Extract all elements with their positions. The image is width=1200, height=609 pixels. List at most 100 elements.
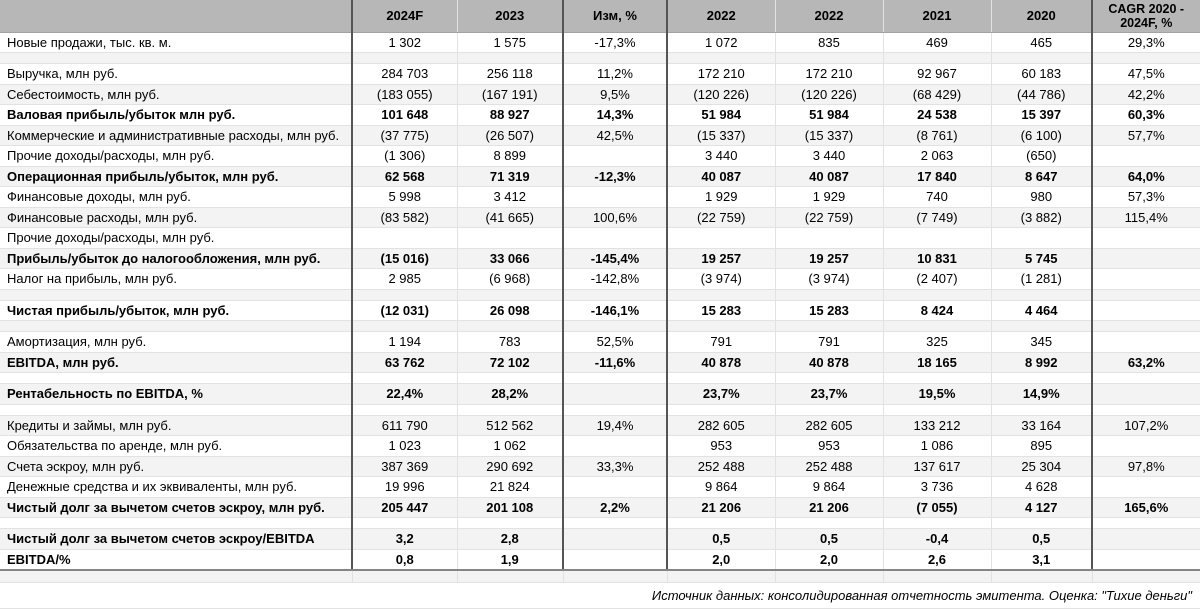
value-cell[interactable]: -12,3% xyxy=(563,166,668,187)
value-cell[interactable]: 29,3% xyxy=(1092,32,1200,53)
value-cell[interactable] xyxy=(991,372,1093,384)
value-cell[interactable]: (26 507) xyxy=(457,125,564,146)
value-cell[interactable] xyxy=(667,372,776,384)
value-cell[interactable] xyxy=(457,289,564,301)
value-cell[interactable]: 740 xyxy=(883,186,992,208)
value-cell[interactable]: 387 369 xyxy=(352,456,458,477)
value-cell[interactable]: (22 759) xyxy=(775,207,884,228)
value-cell[interactable]: 465 xyxy=(991,32,1093,53)
value-cell[interactable]: (650) xyxy=(991,145,1093,167)
value-cell[interactable]: 15 283 xyxy=(775,300,884,321)
value-cell[interactable]: 17 840 xyxy=(883,166,992,187)
value-cell[interactable]: 22,4% xyxy=(352,383,458,405)
value-cell[interactable]: 14,9% xyxy=(991,383,1093,405)
value-cell[interactable]: 10 831 xyxy=(883,248,992,269)
value-cell[interactable]: 980 xyxy=(991,186,1093,208)
value-cell[interactable]: 791 xyxy=(775,331,884,353)
value-cell[interactable] xyxy=(667,517,776,529)
value-cell[interactable]: 40 878 xyxy=(667,352,776,373)
value-cell[interactable]: 137 617 xyxy=(883,456,992,477)
value-cell[interactable]: 4 127 xyxy=(991,497,1093,518)
value-cell[interactable]: 63 762 xyxy=(352,352,458,373)
row-label-cell[interactable]: Амортизация, млн руб. xyxy=(0,331,353,353)
value-cell[interactable] xyxy=(563,145,668,167)
row-label-cell[interactable]: Финансовые доходы, млн руб. xyxy=(0,186,353,208)
value-cell[interactable] xyxy=(991,52,1093,64)
value-cell[interactable]: 115,4% xyxy=(1092,207,1200,228)
value-cell[interactable]: 40 087 xyxy=(667,166,776,187)
value-cell[interactable] xyxy=(991,320,1093,332)
value-cell[interactable]: 18 165 xyxy=(883,352,992,373)
value-cell[interactable]: (15 337) xyxy=(667,125,776,146)
value-cell[interactable]: (15 337) xyxy=(775,125,884,146)
value-cell[interactable] xyxy=(1092,227,1200,249)
row-label-cell[interactable] xyxy=(0,289,353,301)
value-cell[interactable] xyxy=(1092,372,1200,384)
value-cell[interactable]: 28,2% xyxy=(457,383,564,405)
value-cell[interactable]: 1 929 xyxy=(667,186,776,208)
value-cell[interactable] xyxy=(1092,517,1200,529)
row-label-cell[interactable] xyxy=(0,52,353,64)
value-cell[interactable]: 4 464 xyxy=(991,300,1093,321)
value-cell[interactable]: 1 023 xyxy=(352,435,458,457)
value-cell[interactable]: (7 749) xyxy=(883,207,992,228)
value-cell[interactable] xyxy=(991,517,1093,529)
value-cell[interactable]: 72 102 xyxy=(457,352,564,373)
value-cell[interactable] xyxy=(775,404,884,416)
value-cell[interactable] xyxy=(883,372,992,384)
value-cell[interactable] xyxy=(1092,52,1200,64)
value-cell[interactable]: 1 086 xyxy=(883,435,992,457)
value-cell[interactable]: 14,3% xyxy=(563,104,668,126)
value-cell[interactable]: 783 xyxy=(457,331,564,353)
value-cell[interactable]: -146,1% xyxy=(563,300,668,321)
value-cell[interactable]: 15 283 xyxy=(667,300,776,321)
value-cell[interactable]: 282 605 xyxy=(667,415,776,436)
value-cell[interactable] xyxy=(563,289,668,301)
value-cell[interactable]: 19,4% xyxy=(563,415,668,436)
value-cell[interactable]: (44 786) xyxy=(991,84,1093,105)
value-cell[interactable] xyxy=(563,383,668,405)
value-cell[interactable] xyxy=(883,320,992,332)
value-cell[interactable]: (37 775) xyxy=(352,125,458,146)
value-cell[interactable]: (12 031) xyxy=(352,300,458,321)
value-cell[interactable]: 2 985 xyxy=(352,268,458,290)
value-cell[interactable] xyxy=(457,517,564,529)
value-cell[interactable]: 3 440 xyxy=(667,145,776,167)
row-label-cell[interactable] xyxy=(0,404,353,416)
value-cell[interactable]: 172 210 xyxy=(775,63,884,85)
value-cell[interactable]: 26 098 xyxy=(457,300,564,321)
value-cell[interactable] xyxy=(1092,404,1200,416)
value-cell[interactable]: 8 899 xyxy=(457,145,564,167)
value-cell[interactable]: 252 488 xyxy=(775,456,884,477)
value-cell[interactable]: 101 648 xyxy=(352,104,458,126)
value-cell[interactable] xyxy=(352,289,458,301)
value-cell[interactable]: 3 440 xyxy=(775,145,884,167)
value-cell[interactable]: 5 745 xyxy=(991,248,1093,269)
value-cell[interactable]: (3 974) xyxy=(667,268,776,290)
value-cell[interactable] xyxy=(563,372,668,384)
value-cell[interactable] xyxy=(775,320,884,332)
row-label-cell[interactable]: Кредиты и займы, млн руб. xyxy=(0,415,353,436)
row-label-cell[interactable]: Валовая прибыль/убыток млн руб. xyxy=(0,104,353,126)
value-cell[interactable]: (183 055) xyxy=(352,84,458,105)
value-cell[interactable]: 1 302 xyxy=(352,32,458,53)
value-cell[interactable] xyxy=(563,549,668,571)
value-cell[interactable] xyxy=(775,289,884,301)
row-label-cell[interactable] xyxy=(0,372,353,384)
value-cell[interactable] xyxy=(563,227,668,249)
value-cell[interactable]: (120 226) xyxy=(667,84,776,105)
value-cell[interactable]: 2,0 xyxy=(775,549,884,571)
value-cell[interactable] xyxy=(667,52,776,64)
value-cell[interactable]: 19,5% xyxy=(883,383,992,405)
value-cell[interactable]: 42,5% xyxy=(563,125,668,146)
value-cell[interactable] xyxy=(563,52,668,64)
value-cell[interactable] xyxy=(1092,248,1200,269)
value-cell[interactable]: 1,9 xyxy=(457,549,564,571)
value-cell[interactable] xyxy=(1092,435,1200,457)
value-cell[interactable]: 0,5 xyxy=(667,528,776,550)
value-cell[interactable]: 21 206 xyxy=(667,497,776,518)
value-cell[interactable]: 1 575 xyxy=(457,32,564,53)
value-cell[interactable]: 33,3% xyxy=(563,456,668,477)
value-cell[interactable]: 57,3% xyxy=(1092,186,1200,208)
value-cell[interactable]: 51 984 xyxy=(667,104,776,126)
